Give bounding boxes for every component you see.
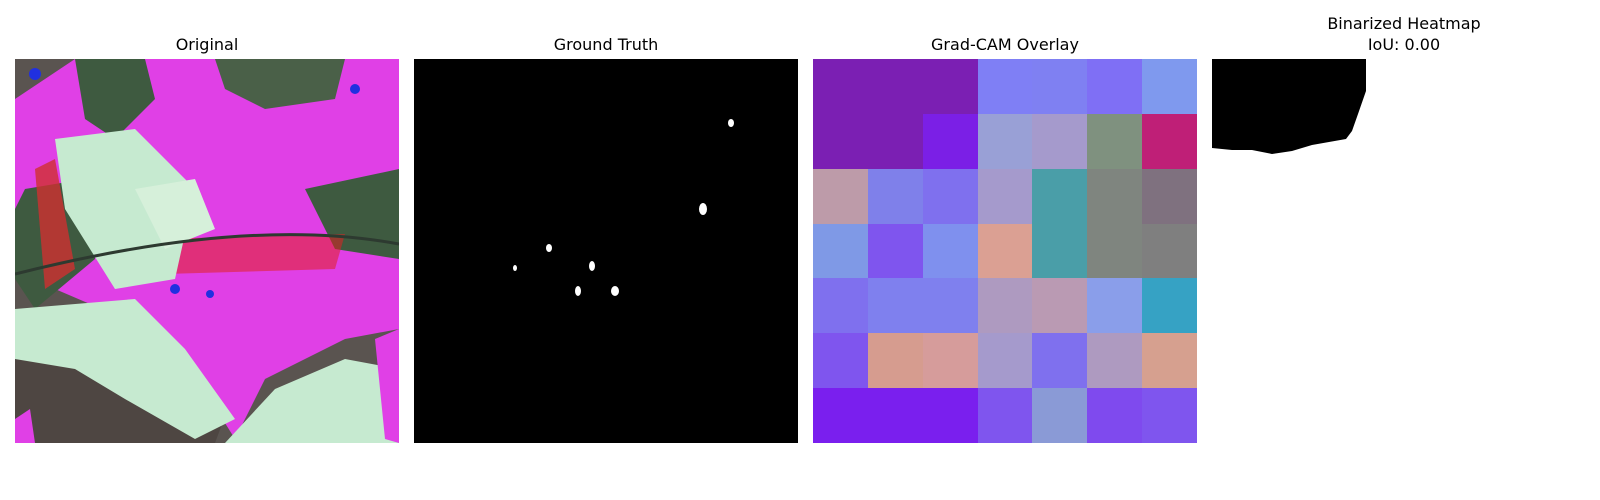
gradcam-cell: [1087, 168, 1143, 224]
mask-spot: [589, 261, 595, 271]
original-title: Original: [175, 35, 239, 54]
gradcam-cell: [922, 388, 978, 443]
gradcam-cell: [1142, 278, 1197, 334]
mask-spot: [699, 203, 707, 215]
gradcam-cell: [867, 113, 923, 169]
gradcam-cell: [1032, 223, 1088, 279]
gradcam-cell: [977, 113, 1033, 169]
gradcam-cell: [1087, 333, 1143, 389]
gradcam-cell: [1087, 59, 1143, 114]
gradcam-cell: [1087, 388, 1143, 443]
gradcam-cell: [867, 388, 923, 443]
gradcam-cell: [922, 59, 978, 114]
gradcam-cell: [1142, 113, 1197, 169]
binarized-heatmap-svg: [1212, 59, 1366, 154]
gradcam-cell: [977, 168, 1033, 224]
gradcam-cell: [922, 223, 978, 279]
gradcam-cell: [867, 278, 923, 334]
gradcam-cell: [813, 278, 868, 334]
gradcam-cell: [1032, 278, 1088, 334]
gradcam-cell: [813, 59, 868, 114]
gradcam-cell: [1142, 388, 1197, 443]
gradcam-cell: [813, 333, 868, 389]
gradcam-cell: [1032, 59, 1088, 114]
gradcam-cell: [867, 59, 923, 114]
gradcam-cell: [922, 113, 978, 169]
binarized-region: [1212, 59, 1366, 154]
gradcam-cell: [977, 333, 1033, 389]
gradcam-cell: [1087, 113, 1143, 169]
mask-spot: [575, 286, 581, 296]
gradcam-cell: [867, 333, 923, 389]
mask-spot: [728, 119, 734, 127]
iou-label: IoU: 0.00: [1367, 35, 1441, 54]
gradcam-cell: [813, 388, 868, 443]
gradcam-cell: [1087, 278, 1143, 334]
gradcam-overlay-title: Grad-CAM Overlay: [931, 35, 1079, 54]
ground-truth-mask-svg: [414, 59, 798, 443]
ground-truth-mask: [414, 59, 798, 443]
gradcam-cell: [1032, 333, 1088, 389]
mask-spot: [546, 244, 552, 252]
original-image-svg: [15, 59, 399, 443]
gradcam-cell: [1087, 223, 1143, 279]
gradcam-cell: [1032, 113, 1088, 169]
gradcam-cell: [977, 388, 1033, 443]
gradcam-cell: [1142, 223, 1197, 279]
gradcam-cell: [977, 59, 1033, 114]
gradcam-cell: [1142, 333, 1197, 389]
gradcam-cell: [922, 168, 978, 224]
gradcam-cell: [1032, 168, 1088, 224]
gradcam-cell: [1142, 168, 1197, 224]
gradcam-cell: [977, 223, 1033, 279]
mask-spot: [513, 265, 517, 271]
gradcam-cell: [867, 223, 923, 279]
gradcam-cell: [867, 168, 923, 224]
gradcam-cell: [813, 113, 868, 169]
binarized-heatmap: [1212, 59, 1596, 443]
gradcam-cell: [1032, 388, 1088, 443]
original-image: [15, 59, 399, 443]
binarized-heatmap-title-line1: Binarized Heatmap: [1327, 14, 1481, 33]
gradcam-overlay: [813, 59, 1197, 443]
gradcam-cell: [813, 168, 868, 224]
gradcam-cell: [977, 278, 1033, 334]
mask-spot: [611, 286, 619, 296]
binarized-heatmap-title: Binarized Heatmap IoU: 0.00: [1212, 13, 1596, 55]
gradcam-cell: [1142, 59, 1197, 114]
gradcam-grid: [813, 59, 1197, 443]
ground-truth-title: Ground Truth: [553, 35, 659, 54]
gradcam-cell: [813, 223, 868, 279]
gradcam-cell: [922, 333, 978, 389]
gradcam-cell: [922, 278, 978, 334]
